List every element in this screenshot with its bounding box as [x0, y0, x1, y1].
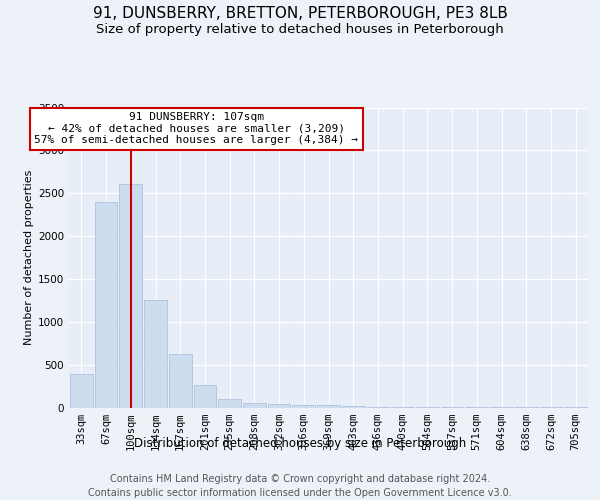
Y-axis label: Number of detached properties: Number of detached properties [24, 170, 34, 345]
Bar [144, 300, 167, 408]
Bar [317, 406, 340, 407]
Bar [95, 202, 118, 408]
Bar [169, 354, 191, 408]
Bar [70, 374, 93, 408]
Bar [292, 405, 315, 407]
Bar [218, 398, 241, 407]
Bar [194, 385, 216, 407]
Bar [342, 406, 365, 407]
Text: Contains HM Land Registry data © Crown copyright and database right 2024.: Contains HM Land Registry data © Crown c… [110, 474, 490, 484]
Bar [268, 404, 290, 407]
Text: 91, DUNSBERRY, BRETTON, PETERBOROUGH, PE3 8LB: 91, DUNSBERRY, BRETTON, PETERBOROUGH, PE… [92, 6, 508, 21]
Text: Size of property relative to detached houses in Peterborough: Size of property relative to detached ho… [96, 22, 504, 36]
Text: Distribution of detached houses by size in Peterborough: Distribution of detached houses by size … [134, 438, 466, 450]
Text: Contains public sector information licensed under the Open Government Licence v3: Contains public sector information licen… [88, 488, 512, 498]
Bar [243, 403, 266, 407]
Bar [119, 184, 142, 408]
Text: 91 DUNSBERRY: 107sqm
← 42% of detached houses are smaller (3,209)
57% of semi-de: 91 DUNSBERRY: 107sqm ← 42% of detached h… [34, 112, 358, 145]
